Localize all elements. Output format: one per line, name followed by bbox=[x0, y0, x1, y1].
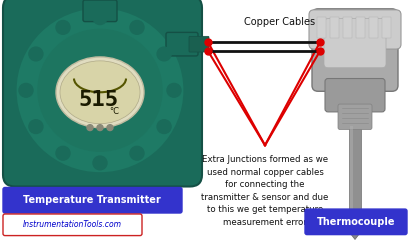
FancyBboxPatch shape bbox=[305, 209, 407, 235]
Circle shape bbox=[56, 146, 70, 160]
Circle shape bbox=[157, 120, 171, 134]
Circle shape bbox=[93, 11, 107, 24]
Bar bbox=[350, 126, 353, 232]
Circle shape bbox=[19, 84, 33, 97]
Circle shape bbox=[130, 146, 144, 160]
Ellipse shape bbox=[56, 57, 144, 128]
Text: Copper Cables: Copper Cables bbox=[245, 17, 316, 27]
Text: °C: °C bbox=[109, 107, 119, 116]
Bar bbox=[343, 17, 352, 38]
Circle shape bbox=[18, 10, 182, 171]
FancyBboxPatch shape bbox=[189, 36, 209, 52]
FancyBboxPatch shape bbox=[312, 9, 398, 91]
Bar bbox=[317, 17, 326, 38]
Text: Extra Junctions formed as we
used normal copper cables
for connecting the
transm: Extra Junctions formed as we used normal… bbox=[201, 155, 329, 227]
Bar bbox=[369, 17, 378, 38]
Bar bbox=[356, 17, 365, 38]
Circle shape bbox=[29, 120, 43, 134]
Circle shape bbox=[93, 156, 107, 170]
FancyBboxPatch shape bbox=[3, 0, 202, 186]
Polygon shape bbox=[349, 232, 361, 240]
FancyBboxPatch shape bbox=[324, 19, 386, 68]
FancyBboxPatch shape bbox=[3, 187, 182, 213]
Text: 515: 515 bbox=[78, 90, 118, 110]
Text: Thermocouple: Thermocouple bbox=[317, 217, 395, 227]
Circle shape bbox=[87, 125, 93, 131]
Circle shape bbox=[97, 125, 103, 131]
FancyBboxPatch shape bbox=[309, 10, 401, 49]
Circle shape bbox=[157, 47, 171, 61]
Text: InstrumentationTools.com: InstrumentationTools.com bbox=[22, 220, 121, 229]
FancyBboxPatch shape bbox=[166, 32, 198, 56]
Bar bbox=[330, 17, 339, 38]
FancyBboxPatch shape bbox=[338, 104, 372, 130]
Bar bbox=[349, 126, 361, 232]
Circle shape bbox=[167, 84, 181, 97]
Text: Temperature Transmitter: Temperature Transmitter bbox=[23, 195, 161, 205]
FancyBboxPatch shape bbox=[325, 79, 385, 112]
Bar bbox=[382, 17, 391, 38]
FancyBboxPatch shape bbox=[83, 0, 117, 22]
Ellipse shape bbox=[60, 61, 140, 124]
Circle shape bbox=[38, 29, 162, 151]
Circle shape bbox=[107, 125, 113, 131]
Circle shape bbox=[56, 21, 70, 34]
Circle shape bbox=[130, 21, 144, 34]
Circle shape bbox=[29, 47, 43, 61]
FancyBboxPatch shape bbox=[3, 214, 142, 236]
